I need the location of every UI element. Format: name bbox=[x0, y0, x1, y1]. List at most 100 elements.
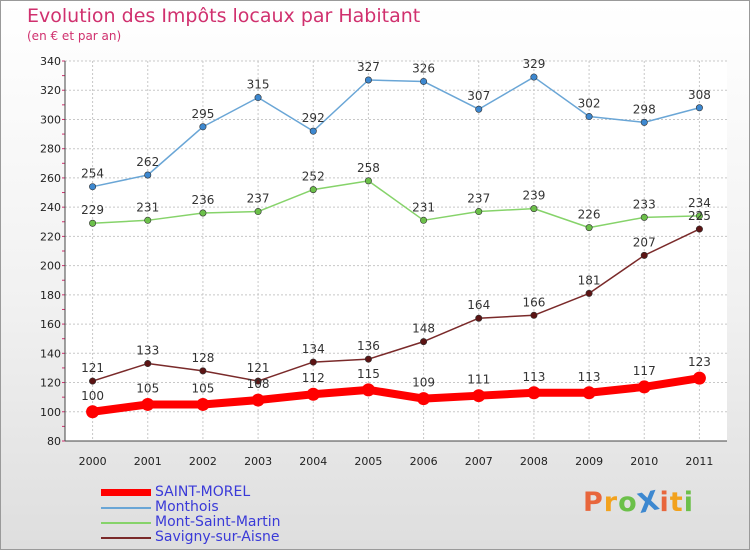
data-point-saint-morel bbox=[582, 386, 596, 400]
data-label-savigny-sur-aisne: 164 bbox=[467, 298, 490, 312]
data-label-monthois: 254 bbox=[81, 167, 104, 181]
data-label-saint-morel: 112 bbox=[302, 371, 325, 385]
x-tick-label: 2006 bbox=[410, 455, 438, 468]
plot-area bbox=[65, 61, 727, 441]
x-tick-label: 2004 bbox=[299, 455, 327, 468]
legend-swatch bbox=[101, 537, 151, 539]
data-label-monthois: 326 bbox=[412, 61, 435, 75]
y-tick-label: 80 bbox=[47, 435, 61, 448]
data-point-saint-morel bbox=[637, 380, 651, 394]
y-tick-label: 140 bbox=[40, 347, 61, 360]
series-line-savigny-sur-aisne bbox=[92, 228, 700, 382]
data-point-saint-morel bbox=[86, 405, 100, 419]
x-tick-label: 2005 bbox=[354, 455, 382, 468]
x-tick-label: 2010 bbox=[630, 455, 658, 468]
y-tick-label: 300 bbox=[40, 113, 61, 126]
data-point-savigny-sur-aisne bbox=[364, 355, 372, 363]
data-label-saint-morel: 105 bbox=[191, 381, 214, 395]
y-tick-label: 120 bbox=[40, 377, 61, 390]
y-tick-label: 100 bbox=[40, 406, 61, 419]
data-label-monthois: 298 bbox=[633, 102, 656, 116]
data-label-savigny-sur-aisne: 148 bbox=[412, 322, 435, 336]
legend-item-savigny-sur-aisne: Savigny-sur-Aisne bbox=[101, 529, 361, 545]
data-label-saint-morel: 115 bbox=[357, 367, 380, 381]
data-point-saint-morel bbox=[251, 393, 265, 407]
data-point-savigny-sur-aisne bbox=[695, 225, 703, 233]
data-label-savigny-sur-aisne: 128 bbox=[191, 351, 214, 365]
data-point-mont-saint-martin bbox=[144, 216, 152, 224]
y-tick-label: 340 bbox=[40, 55, 61, 68]
data-label-mont-saint-martin: 237 bbox=[247, 192, 270, 206]
chart-title: Evolution des Impôts locaux par Habitant bbox=[27, 5, 421, 27]
legend-label: Mont-Saint-Martin bbox=[155, 514, 281, 530]
data-label-monthois: 308 bbox=[688, 88, 711, 102]
data-point-savigny-sur-aisne bbox=[585, 289, 593, 297]
data-label-saint-morel: 109 bbox=[412, 376, 435, 390]
data-point-monthois bbox=[530, 73, 538, 81]
x-tick-label: 2000 bbox=[79, 455, 107, 468]
data-point-mont-saint-martin bbox=[254, 208, 262, 216]
legend-item-monthois: Monthois bbox=[101, 499, 361, 515]
legend-swatch bbox=[101, 489, 151, 496]
legend: SAINT-MOREL Monthois Mont-Saint-Martin Savi… bbox=[101, 484, 361, 545]
data-label-monthois: 262 bbox=[136, 155, 159, 169]
legend-label: Savigny-sur-Aisne bbox=[155, 529, 280, 545]
data-point-mont-saint-martin bbox=[89, 219, 97, 227]
data-label-saint-morel: 111 bbox=[467, 373, 490, 387]
data-label-mont-saint-martin: 234 bbox=[688, 196, 711, 210]
data-label-monthois: 307 bbox=[467, 89, 490, 103]
data-label-saint-morel: 113 bbox=[522, 370, 545, 384]
chart-subtitle: (en € et par an) bbox=[27, 29, 122, 43]
data-point-savigny-sur-aisne bbox=[144, 360, 152, 368]
data-point-mont-saint-martin bbox=[309, 186, 317, 194]
data-label-monthois: 327 bbox=[357, 60, 380, 74]
data-point-saint-morel bbox=[527, 386, 541, 400]
data-label-monthois: 329 bbox=[522, 57, 545, 71]
data-point-monthois bbox=[420, 77, 428, 85]
data-point-mont-saint-martin bbox=[364, 177, 372, 185]
data-label-savigny-sur-aisne: 134 bbox=[302, 342, 325, 356]
data-label-monthois: 315 bbox=[247, 78, 270, 92]
y-tick-label: 180 bbox=[40, 289, 61, 302]
data-point-monthois bbox=[309, 127, 317, 135]
data-label-monthois: 295 bbox=[191, 107, 214, 121]
data-label-saint-morel: 105 bbox=[136, 381, 159, 395]
data-point-monthois bbox=[695, 104, 703, 112]
data-label-savigny-sur-aisne: 121 bbox=[81, 361, 104, 375]
data-label-mont-saint-martin: 239 bbox=[522, 189, 545, 203]
data-point-mont-saint-martin bbox=[475, 208, 483, 216]
data-point-savigny-sur-aisne bbox=[475, 314, 483, 322]
series-line-monthois bbox=[92, 76, 700, 188]
data-label-savigny-sur-aisne: 136 bbox=[357, 339, 380, 353]
y-tick-label: 220 bbox=[40, 230, 61, 243]
data-point-monthois bbox=[144, 171, 152, 179]
x-tick-label: 2007 bbox=[465, 455, 493, 468]
data-point-savigny-sur-aisne bbox=[309, 358, 317, 366]
data-point-monthois bbox=[199, 123, 207, 131]
data-label-saint-morel: 117 bbox=[633, 364, 656, 378]
data-label-savigny-sur-aisne: 121 bbox=[247, 361, 270, 375]
data-label-mont-saint-martin: 231 bbox=[412, 200, 435, 214]
legend-item-saint-morel: SAINT-MOREL bbox=[101, 484, 361, 500]
y-tick-label: 240 bbox=[40, 201, 61, 214]
data-point-monthois bbox=[364, 76, 372, 84]
data-point-saint-morel bbox=[196, 397, 210, 411]
data-label-savigny-sur-aisne: 181 bbox=[578, 273, 601, 287]
data-point-mont-saint-martin bbox=[695, 212, 703, 220]
data-point-monthois bbox=[585, 113, 593, 121]
data-label-saint-morel: 113 bbox=[578, 370, 601, 384]
y-tick-label: 260 bbox=[40, 172, 61, 185]
series-line-saint-morel bbox=[92, 374, 701, 416]
data-point-monthois bbox=[640, 118, 648, 126]
data-label-mont-saint-martin: 236 bbox=[191, 193, 214, 207]
data-label-mont-saint-martin: 229 bbox=[81, 203, 104, 217]
data-point-saint-morel bbox=[472, 389, 486, 403]
data-label-mont-saint-martin: 252 bbox=[302, 170, 325, 184]
y-tick-label: 280 bbox=[40, 143, 61, 156]
data-label-savigny-sur-aisne: 207 bbox=[633, 235, 656, 249]
legend-item-mont-saint-martin: Mont-Saint-Martin bbox=[101, 514, 361, 530]
legend-swatch bbox=[101, 507, 151, 509]
x-tick-label: 2008 bbox=[520, 455, 548, 468]
